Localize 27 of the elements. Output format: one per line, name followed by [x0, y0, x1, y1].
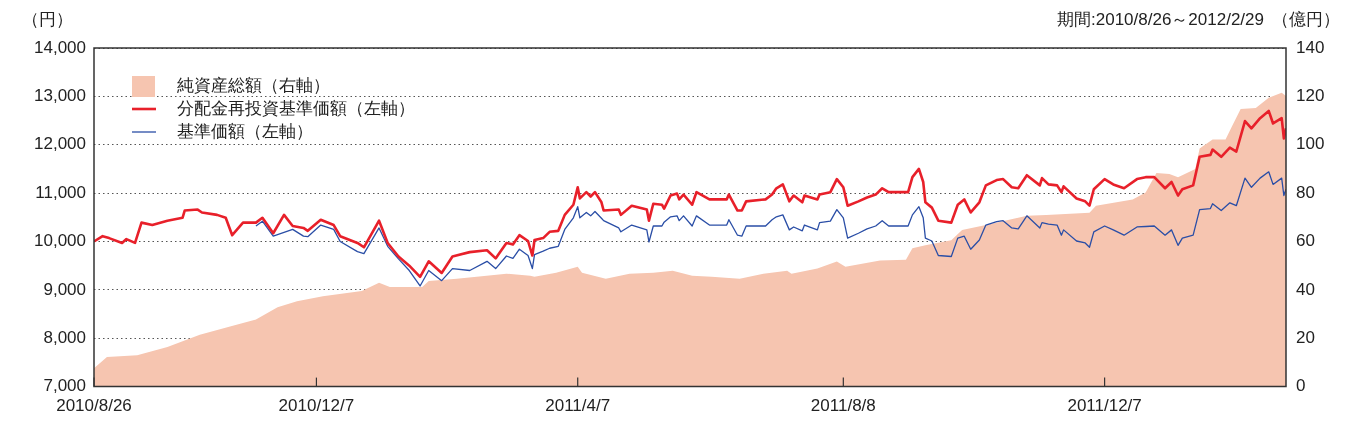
y2-tick-label: 20 [1296, 327, 1315, 347]
x-tick-label: 2011/12/7 [1067, 396, 1142, 416]
y2-tick-label: 40 [1296, 279, 1315, 299]
chart-subtitle: 期間:2010/8/26～2012/2/29 [1057, 9, 1264, 29]
y-tick-label: 10,000 [34, 231, 86, 251]
y-tick-label: 11,000 [35, 182, 86, 202]
y-tick-label: 14,000 [34, 37, 86, 57]
x-tick-label: 2010/8/26 [56, 396, 132, 416]
x-tick-label: 2011/8/8 [810, 396, 876, 416]
y2-axis-title: （億円） [1272, 9, 1340, 29]
y2-tick-label: 120 [1296, 86, 1325, 106]
y-tick-label: 13,000 [34, 86, 86, 106]
y-tick-label: 8,000 [43, 327, 86, 347]
y2-tick-label: 0 [1296, 376, 1306, 396]
y-axis-title: （円） [22, 9, 73, 29]
legend-label: 純資産総額（右軸） [177, 75, 330, 95]
y2-tick-label: 100 [1296, 134, 1325, 154]
y-tick-label: 12,000 [34, 134, 86, 154]
y-tick-label: 9,000 [43, 279, 86, 299]
y2-tick-label: 80 [1296, 182, 1315, 202]
y2-tick-label: 60 [1296, 231, 1315, 251]
legend-label: 基準価額（左軸） [177, 121, 313, 141]
y-tick-label: 7,000 [43, 376, 86, 396]
x-tick-label: 2010/12/7 [278, 396, 355, 416]
x-tick-label: 2011/4/7 [545, 396, 611, 416]
y2-tick-label: 140 [1296, 37, 1325, 57]
legend-label: 分配金再投資基準価額（左軸） [177, 98, 415, 118]
